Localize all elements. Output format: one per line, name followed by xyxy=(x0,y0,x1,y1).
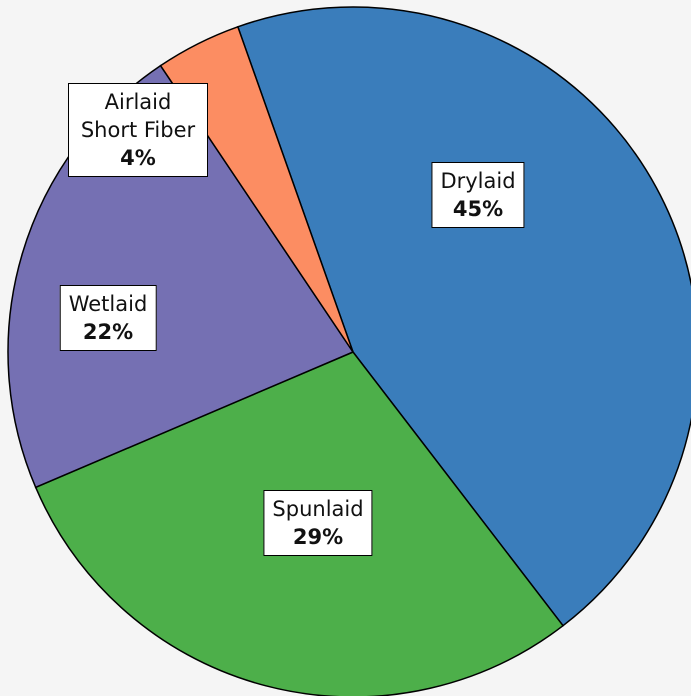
percent-label: 29% xyxy=(292,525,344,549)
category-name: Wetlaid xyxy=(68,292,148,316)
percent-label: 4% xyxy=(120,146,156,170)
pie-slice xyxy=(236,6,691,627)
slice-label: Wetlaid 22% xyxy=(59,285,157,351)
slice-label: Spunlaid 29% xyxy=(263,490,373,556)
slice-label: Drylaid 45% xyxy=(431,162,525,228)
pie-slice xyxy=(159,25,354,353)
slice-label: Airlaid Short Fiber 4% xyxy=(68,83,208,177)
category-name: Airlaid Short Fiber xyxy=(80,90,196,142)
percent-label: 22% xyxy=(82,320,134,344)
percent-label: 45% xyxy=(452,197,504,221)
category-name: Drylaid xyxy=(440,169,516,193)
category-name: Spunlaid xyxy=(272,497,364,521)
